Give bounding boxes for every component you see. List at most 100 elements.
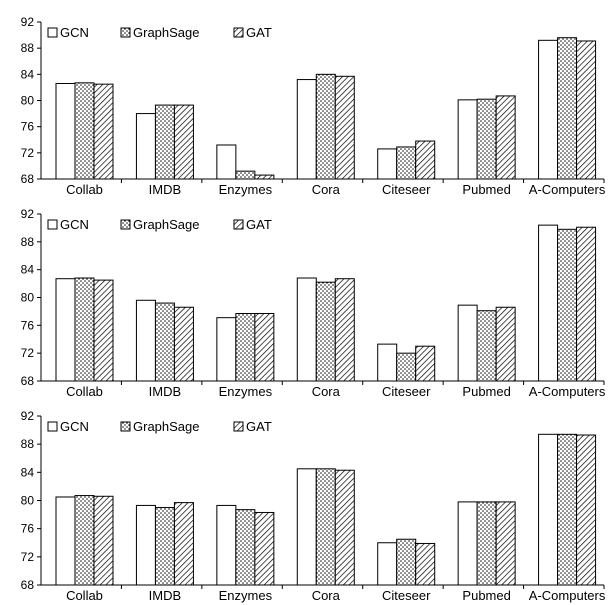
category-label: Cora <box>312 384 341 399</box>
category-label: Collab <box>66 182 103 197</box>
legend-label-gcn: GCN <box>60 25 89 40</box>
legend-label-gat: GAT <box>246 217 272 232</box>
bar-gcn-enzymes <box>217 505 236 585</box>
bar-gat-collab <box>94 280 113 381</box>
bar-graphsage-enzymes <box>236 171 255 179</box>
bar-graphsage-enzymes <box>236 314 255 381</box>
legend-swatch-graphsage <box>121 28 130 37</box>
bar-graphsage-a-computers <box>558 434 577 585</box>
bar-gat-cora <box>335 470 354 585</box>
legend: GCN GraphSage GAT <box>48 25 272 40</box>
bar-gat-imdb <box>174 503 193 585</box>
bar-gcn-pubmed <box>458 502 477 585</box>
y-tick-label: 76 <box>21 522 35 536</box>
category-label: A-Computers <box>529 182 606 197</box>
y-tick-label: 76 <box>21 120 35 134</box>
legend-swatch-gcn <box>48 28 57 37</box>
bar-gat-pubmed <box>496 96 515 179</box>
y-tick-label: 68 <box>21 172 35 186</box>
chart-panel-1: 68 72 76 80 84 88 92 Collab IMDB Enzymes Cora Cites… <box>21 15 606 197</box>
bar-gat-collab <box>94 84 113 179</box>
y-tick-label: 84 <box>21 67 35 81</box>
bar-gcn-imdb <box>136 505 155 585</box>
bar-graphsage-cora <box>316 469 335 585</box>
category-label: Enzymes <box>219 182 273 197</box>
category-label: IMDB <box>149 588 182 603</box>
category-label: Collab <box>66 588 103 603</box>
category-label: IMDB <box>149 182 182 197</box>
y-tick-label: 88 <box>21 235 35 249</box>
category-label: A-Computers <box>529 384 606 399</box>
bar-gat-citeseer <box>416 346 435 381</box>
category-label: Citeseer <box>382 588 431 603</box>
y-tick-label: 84 <box>21 465 35 479</box>
bar-graphsage-imdb <box>155 508 174 585</box>
bar-gat-imdb <box>174 105 193 179</box>
category-label: Citeseer <box>382 182 431 197</box>
category-label: Citeseer <box>382 384 431 399</box>
bar-gcn-cora <box>297 469 316 585</box>
bar-gcn-citeseer <box>378 149 397 179</box>
bar-graphsage-citeseer <box>397 539 416 585</box>
bar-gat-enzymes <box>255 314 274 381</box>
legend: GCN GraphSage GAT <box>48 419 272 434</box>
legend-label-graphsage: GraphSage <box>133 419 200 434</box>
bar-graphsage-enzymes <box>236 510 255 585</box>
bar-graphsage-citeseer <box>397 147 416 179</box>
y-tick-label: 88 <box>21 437 35 451</box>
bar-gat-pubmed <box>496 307 515 381</box>
bar-gcn-collab <box>56 279 75 381</box>
bar-gcn-enzymes <box>217 318 236 381</box>
legend-label-graphsage: GraphSage <box>133 217 200 232</box>
bar-gcn-cora <box>297 278 316 381</box>
y-tick-label: 72 <box>21 346 35 360</box>
category-label: Pubmed <box>462 588 510 603</box>
y-tick-label: 76 <box>21 318 35 332</box>
bar-graphsage-imdb <box>155 105 174 179</box>
y-tick-label: 92 <box>21 409 35 423</box>
bar-gcn-pubmed <box>458 305 477 381</box>
bar-graphsage-a-computers <box>558 229 577 381</box>
chart-panel-2: 68 72 76 80 84 88 92 Collab IMDB Enzymes Cora Cites… <box>21 207 606 399</box>
category-label: Collab <box>66 384 103 399</box>
bar-gcn-citeseer <box>378 344 397 381</box>
legend-swatch-gcn <box>48 422 57 431</box>
bar-gcn-a-computers <box>539 225 558 381</box>
bar-gat-a-computers <box>577 435 596 585</box>
y-tick-label: 72 <box>21 550 35 564</box>
bar-graphsage-collab <box>75 278 94 381</box>
category-label: IMDB <box>149 384 182 399</box>
bar-gcn-enzymes <box>217 145 236 179</box>
bar-graphsage-pubmed <box>477 99 496 179</box>
y-tick-label: 72 <box>21 146 35 160</box>
bar-gcn-pubmed <box>458 100 477 179</box>
bar-graphsage-collab <box>75 496 94 585</box>
bar-gat-imdb <box>174 307 193 381</box>
y-tick-label: 88 <box>21 41 35 55</box>
bar-graphsage-a-computers <box>558 38 577 179</box>
y-tick-label: 92 <box>21 207 35 221</box>
bar-gat-citeseer <box>416 141 435 179</box>
y-tick-label: 68 <box>21 578 35 592</box>
bar-gcn-imdb <box>136 114 155 179</box>
legend-label-gcn: GCN <box>60 217 89 232</box>
legend-swatch-gat <box>234 422 243 431</box>
legend-swatch-gat <box>234 28 243 37</box>
bar-gcn-citeseer <box>378 543 397 585</box>
bar-gcn-collab <box>56 83 75 179</box>
bar-graphsage-pubmed <box>477 502 496 585</box>
bar-gat-a-computers <box>577 41 596 179</box>
legend-label-gat: GAT <box>246 419 272 434</box>
chart-panel-3: 68 72 76 80 84 88 92 Collab IMDB Enzymes Cora Cites… <box>21 409 606 603</box>
y-tick-label: 80 <box>21 291 35 305</box>
y-tick-label: 80 <box>21 494 35 508</box>
bar-graphsage-pubmed <box>477 311 496 381</box>
bar-gcn-a-computers <box>539 40 558 179</box>
legend-label-graphsage: GraphSage <box>133 25 200 40</box>
category-label: Enzymes <box>219 588 273 603</box>
bar-gat-collab <box>94 496 113 585</box>
category-label: Enzymes <box>219 384 273 399</box>
bar-gat-pubmed <box>496 502 515 585</box>
legend-swatch-graphsage <box>121 220 130 229</box>
